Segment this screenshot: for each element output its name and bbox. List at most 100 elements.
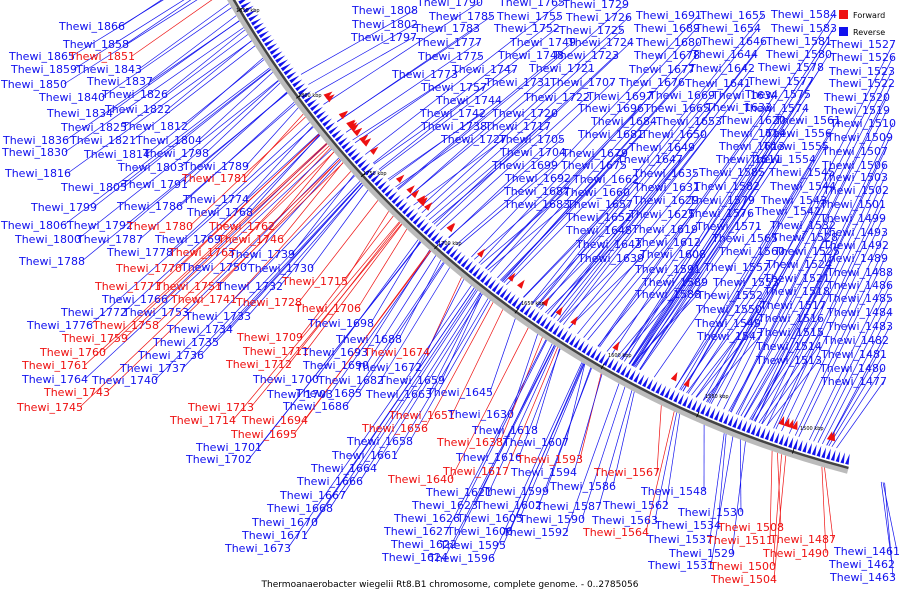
gene-label: Thewi_1518: [763, 285, 830, 298]
reverse-gene-glyph: [405, 208, 415, 218]
gene-leader-line: [794, 244, 887, 436]
reverse-gene-glyph: [835, 451, 841, 463]
gene-label: Thewi_1515: [757, 326, 824, 339]
gene-label: Thewi_1463: [829, 571, 896, 584]
gene-leader-line: [456, 151, 564, 245]
reverse-gene-glyph: [351, 152, 361, 161]
reverse-gene-glyph: [460, 257, 470, 268]
gene-leader-line: [441, 293, 483, 381]
gene-leader-line: [781, 217, 884, 432]
gene-label: Thewi_1731: [484, 76, 551, 89]
kbp-tick-label: 1650 kbp: [521, 301, 545, 307]
gene-leader-line: [473, 177, 569, 260]
gene-leader-line: [598, 390, 633, 507]
gene-label: Thewi_1544: [769, 180, 836, 193]
leader-lines: [63, 0, 898, 580]
gene-leader-line: [425, 67, 593, 218]
kbp-tick-label: 1750 kbp: [363, 171, 387, 177]
gene-leader-line: [421, 29, 623, 214]
forward-gene-glyph: [783, 417, 790, 428]
forward-gene-glyph: [683, 377, 690, 388]
gene-leader-line: [378, 27, 558, 170]
gene-label: Thewi_1822: [104, 103, 171, 116]
gene-leader-line: [753, 317, 822, 422]
gene-leader-line: [485, 107, 642, 269]
gene-label: Thewi_1774: [182, 193, 249, 206]
gene-label: Thewi_1770: [115, 262, 182, 275]
gene-leader-line: [342, 290, 478, 496]
reverse-gene-glyph: [620, 365, 628, 376]
gene-leader-line: [597, 228, 696, 347]
reverse-gene-glyph: [556, 327, 564, 338]
forward-gene-glyph: [325, 94, 335, 103]
gene-label: Thewi_1752: [493, 22, 560, 35]
gene-label: Thewi_1537: [646, 533, 713, 546]
gene-leader-line: [89, 126, 314, 326]
forward-gene-glyph: [323, 91, 333, 100]
reverse-gene-glyph: [840, 452, 845, 464]
gene-label: Thewi_1483: [826, 320, 893, 333]
gene-leader-line: [606, 241, 699, 352]
gene-leader-line: [587, 213, 693, 341]
gene-leader-line: [550, 146, 693, 317]
reverse-gene-glyph: [700, 404, 707, 415]
reverse-gene-glyph: [598, 353, 606, 364]
gene-label: Thewi_1781: [181, 172, 248, 185]
gene-leader-line: [565, 364, 586, 443]
forward-gene-glyph: [555, 306, 563, 316]
gene-leader-line: [749, 290, 828, 420]
gene-leader-line: [354, 55, 482, 144]
gene-label: Thewi_1519: [823, 104, 890, 117]
gene-label: Thewi_1629: [632, 194, 699, 207]
gene-label: Thewi_1697: [586, 90, 653, 103]
gene-label: Thewi_1670: [251, 516, 318, 529]
gene-leader-line: [706, 210, 819, 403]
gene-label: Thewi_1616: [455, 451, 522, 464]
gene-label: Thewi_1683: [503, 198, 570, 211]
gene-leader-line: [710, 436, 734, 566]
gene-leader-line: [836, 380, 885, 449]
reverse-gene-glyph: [430, 232, 440, 242]
forward-gene-glyph: [395, 174, 405, 183]
reverse-gene-glyph: [472, 267, 481, 277]
gene-leader-line: [828, 353, 885, 447]
reverse-gene-glyph: [280, 63, 291, 72]
gene-leader-line: [448, 81, 614, 239]
gene-leader-line: [106, 162, 344, 393]
gene-label: Thewi_1650: [640, 128, 707, 141]
gene-label: Thewi_1663: [365, 388, 432, 401]
kbp-tick-mark: [696, 411, 700, 418]
gene-leader-line: [456, 340, 548, 519]
gene-label: Thewi_1812: [121, 120, 188, 133]
gene-label: Thewi_1698: [307, 317, 374, 330]
legend-swatch-reverse: [839, 27, 848, 36]
gene-label: Thewi_1693: [301, 346, 368, 359]
gene-label: Thewi_1517: [759, 299, 826, 312]
reverse-gene-glyph: [476, 270, 485, 280]
reverse-gene-glyph: [764, 429, 771, 441]
gene-label: Thewi_1681: [577, 128, 644, 141]
gene-label: Thewi_1652: [565, 211, 632, 224]
gene-label: Thewi_1762: [208, 220, 275, 233]
gene-label: Thewi_1816: [4, 167, 71, 180]
gene-label: Thewi_1704: [499, 146, 566, 159]
gene-label: Thewi_1792: [66, 219, 133, 232]
gene-label: Thewi_1778: [106, 246, 173, 259]
gene-leader-line: [577, 186, 698, 335]
gene-leader-line: [63, 67, 270, 226]
reverse-gene-glyph: [677, 393, 684, 405]
reverse-gene-glyph: [269, 47, 280, 55]
kbp-tick-mark: [360, 172, 366, 178]
gene-label: Thewi_1582: [693, 180, 760, 193]
reverse-gene-glyph: [322, 118, 332, 127]
gene-label: Thewi_1624: [381, 551, 448, 564]
gene-label: Thewi_1507: [821, 145, 888, 158]
gene-label: Thewi_1500: [709, 560, 776, 573]
reverse-gene-glyph: [821, 447, 827, 459]
gene-label: Thewi_1634: [711, 89, 778, 102]
gene-label: Thewi_1722: [523, 91, 590, 104]
gene-label: Thewi_1655: [699, 9, 766, 22]
reverse-gene-glyph: [581, 343, 589, 354]
reverse-gene-glyph: [292, 79, 303, 88]
